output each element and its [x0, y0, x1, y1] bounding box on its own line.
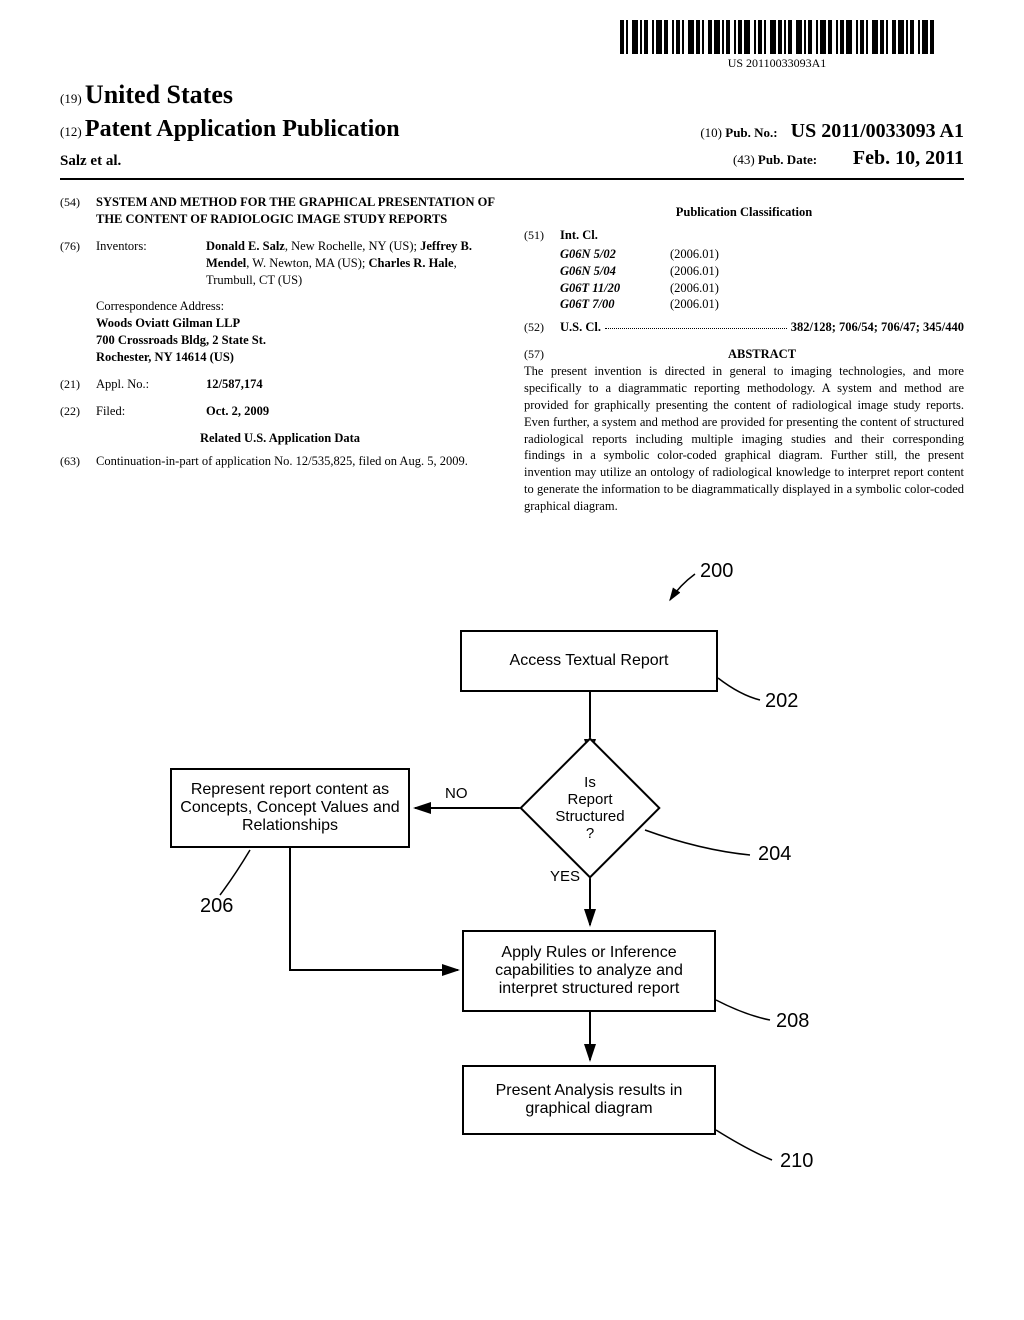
intcl-version: (2006.01) [670, 280, 780, 297]
flowchart-box-208: Apply Rules or Inference capabilities to… [462, 930, 716, 1012]
ref-200: 200 [700, 560, 733, 583]
uscl-label: U.S. Cl. [560, 319, 601, 336]
corr-line: Woods Oviatt Gilman LLP [96, 315, 500, 332]
barcode-graphic [620, 20, 934, 54]
pubdate: Feb. 10, 2011 [853, 147, 964, 169]
box-text: Present Analysis results in graphical di… [472, 1082, 706, 1118]
continuation-code: (63) [60, 453, 96, 470]
filed-date: Oct. 2, 2009 [206, 403, 500, 420]
intcl-version: (2006.01) [670, 246, 780, 263]
right-column: Publication Classification (51) Int. Cl.… [524, 194, 964, 515]
doctype: Patent Application Publication [85, 116, 400, 142]
edge-label-yes: YES [550, 868, 580, 885]
doctype-code: (12) [60, 124, 82, 139]
applno-label: Appl. No.: [96, 376, 206, 393]
biblio-columns: (54) SYSTEM AND METHOD FOR THE GRAPHICAL… [60, 194, 964, 515]
inventors-list: Donald E. Salz, New Rochelle, NY (US); J… [206, 238, 500, 289]
classification-header: Publication Classification [524, 204, 964, 221]
abstract-label: ABSTRACT [560, 346, 964, 363]
correspondence-address: Correspondence Address: Woods Oviatt Gil… [96, 298, 500, 366]
ref-202: 202 [765, 690, 798, 713]
intcl-version: (2006.01) [670, 263, 780, 280]
barcode-label: US 20110033093A1 [620, 56, 934, 71]
filed-label: Filed: [96, 403, 206, 420]
box-text: Access Textual Report [510, 652, 669, 670]
intcl-version: (2006.01) [670, 296, 780, 313]
intcl-code-val: G06N 5/02 [560, 246, 670, 263]
diamond-text: IsReportStructured? [530, 774, 650, 842]
authors: Salz et al. [60, 153, 121, 170]
filed-code: (22) [60, 403, 96, 420]
flowchart-box-202: Access Textual Report [460, 630, 718, 692]
intcl-code: (51) [524, 227, 560, 244]
pubno: US 2011/0033093 A1 [791, 120, 964, 142]
abstract-text: The present invention is directed in gen… [524, 363, 964, 515]
ref-204: 204 [758, 843, 791, 866]
document-header: (19) United States (12) Patent Applicati… [60, 80, 964, 180]
corr-line: Rochester, NY 14614 (US) [96, 349, 500, 366]
country-name: United States [85, 80, 233, 109]
corr-line: 700 Crossroads Bldg, 2 State St. [96, 332, 500, 349]
ref-208: 208 [776, 1010, 809, 1033]
pubdate-label: Pub. Date: [758, 152, 817, 167]
edge-label-no: NO [445, 785, 468, 802]
pubdate-code: (43) [733, 152, 755, 167]
inventors-label: Inventors: [96, 238, 206, 289]
intcl-row: G06T 11/20(2006.01) [560, 280, 964, 297]
intcl-row: G06N 5/02(2006.01) [560, 246, 964, 263]
flowchart-box-210: Present Analysis results in graphical di… [462, 1065, 716, 1135]
flowchart-decision-204: IsReportStructured? [540, 758, 640, 858]
intcl-row: G06N 5/04(2006.01) [560, 263, 964, 280]
related-data-header: Related U.S. Application Data [60, 430, 500, 447]
box-text: Apply Rules or Inference capabilities to… [472, 944, 706, 998]
intcl-label: Int. Cl. [560, 227, 964, 244]
ref-206: 206 [200, 895, 233, 918]
corr-label: Correspondence Address: [96, 298, 500, 315]
applno-code: (21) [60, 376, 96, 393]
intcl-code-val: G06T 7/00 [560, 296, 670, 313]
pubno-code: (10) [700, 125, 722, 140]
country-code: (19) [60, 91, 82, 106]
continuation-text: Continuation-in-part of application No. … [96, 453, 500, 470]
leader-dots [605, 319, 787, 329]
inventors-code: (76) [60, 238, 96, 289]
uscl-values: 382/128; 706/54; 706/47; 345/440 [791, 319, 964, 336]
ref-210: 210 [780, 1150, 813, 1173]
left-column: (54) SYSTEM AND METHOD FOR THE GRAPHICAL… [60, 194, 500, 515]
invention-title: SYSTEM AND METHOD FOR THE GRAPHICAL PRES… [96, 194, 500, 228]
intcl-code-val: G06T 11/20 [560, 280, 670, 297]
flowchart-diagram: 200 Access Textual Report 202 IsReportSt… [100, 560, 920, 1280]
title-code: (54) [60, 194, 96, 228]
applno: 12/587,174 [206, 376, 500, 393]
box-text: Represent report content as Concepts, Co… [180, 781, 400, 835]
intcl-table: G06N 5/02(2006.01)G06N 5/04(2006.01)G06T… [560, 246, 964, 314]
pubno-label: Pub. No.: [725, 125, 777, 140]
barcode-block: US 20110033093A1 [620, 20, 934, 71]
intcl-code-val: G06N 5/04 [560, 263, 670, 280]
flowchart-box-206: Represent report content as Concepts, Co… [170, 768, 410, 848]
intcl-row: G06T 7/00(2006.01) [560, 296, 964, 313]
abstract-code: (57) [524, 346, 560, 363]
uscl-code: (52) [524, 319, 560, 336]
